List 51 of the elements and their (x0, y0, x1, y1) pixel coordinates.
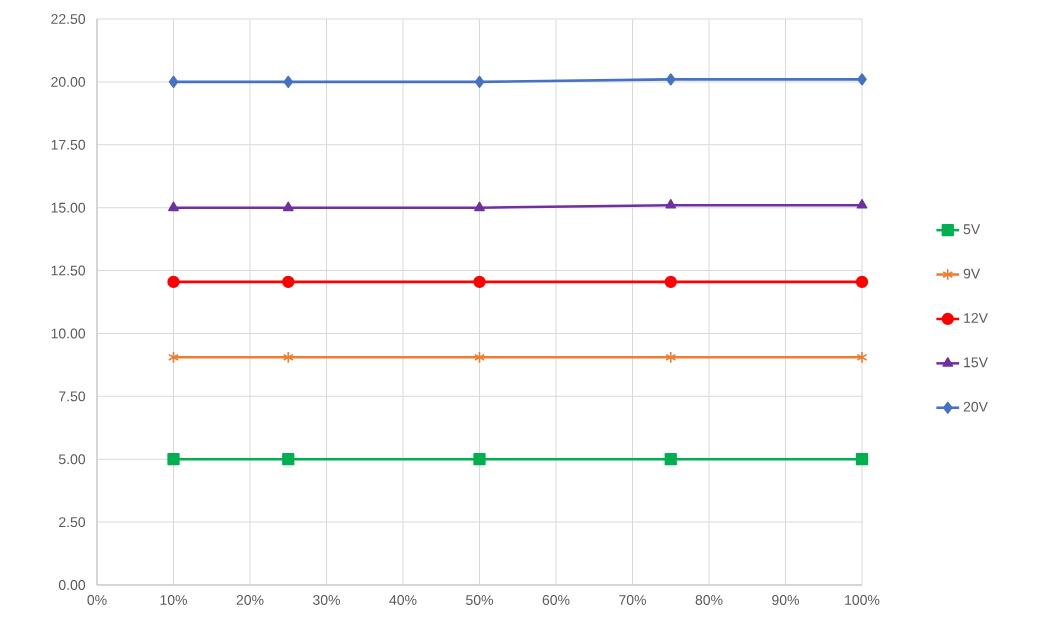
x-tick-label: 10% (160, 595, 187, 605)
x-tick-label: 40% (389, 595, 417, 605)
point (664, 453, 677, 466)
y-tick-label: 12.50 (51, 265, 86, 276)
point (474, 201, 485, 212)
point (282, 201, 294, 212)
point (282, 275, 295, 289)
point (282, 453, 295, 466)
legend-label: 5V (963, 224, 981, 235)
point (857, 73, 867, 86)
y-tick-label: 2.50 (59, 517, 86, 528)
x-tick-label: 20% (236, 595, 264, 605)
point (282, 351, 294, 364)
x-tick-label: 90% (772, 595, 800, 605)
x-tick-label: 60% (542, 595, 570, 605)
y-tick-label: 5.00 (58, 454, 86, 465)
point (856, 199, 868, 209)
point (168, 351, 179, 364)
point (665, 351, 677, 364)
point (283, 75, 294, 89)
y-tick-label: 15.00 (51, 202, 86, 213)
point (665, 199, 677, 209)
y-tick-label: 17.50 (51, 139, 86, 150)
legend-label: 15V (964, 357, 988, 368)
point (474, 351, 485, 364)
point (474, 75, 485, 89)
point (167, 275, 180, 289)
point (665, 73, 676, 86)
y-tick-label: 20.00 (51, 76, 86, 87)
legend-label: 12V (964, 313, 988, 323)
point (473, 275, 486, 289)
point (664, 275, 677, 289)
point (168, 75, 179, 89)
point (168, 201, 179, 212)
point (855, 275, 869, 289)
y-tick-label: 0.00 (58, 580, 86, 590)
x-tick-label: 50% (466, 595, 494, 605)
x-tick-label: 80% (695, 595, 723, 605)
legend-label: 9V (963, 268, 981, 279)
x-tick-label: 30% (313, 595, 340, 605)
point (856, 351, 868, 364)
legend-label: 20V (963, 401, 988, 412)
x-tick-label: 0% (87, 595, 107, 605)
point (167, 453, 180, 466)
y-tick-label: 22.50 (51, 14, 86, 24)
y-tick-label: 7.50 (59, 391, 86, 402)
point (855, 453, 869, 466)
point (473, 453, 486, 466)
x-tick-label: 100% (845, 595, 880, 605)
y-tick-label: 10.00 (51, 328, 86, 339)
x-tick-label: 70% (619, 595, 647, 605)
